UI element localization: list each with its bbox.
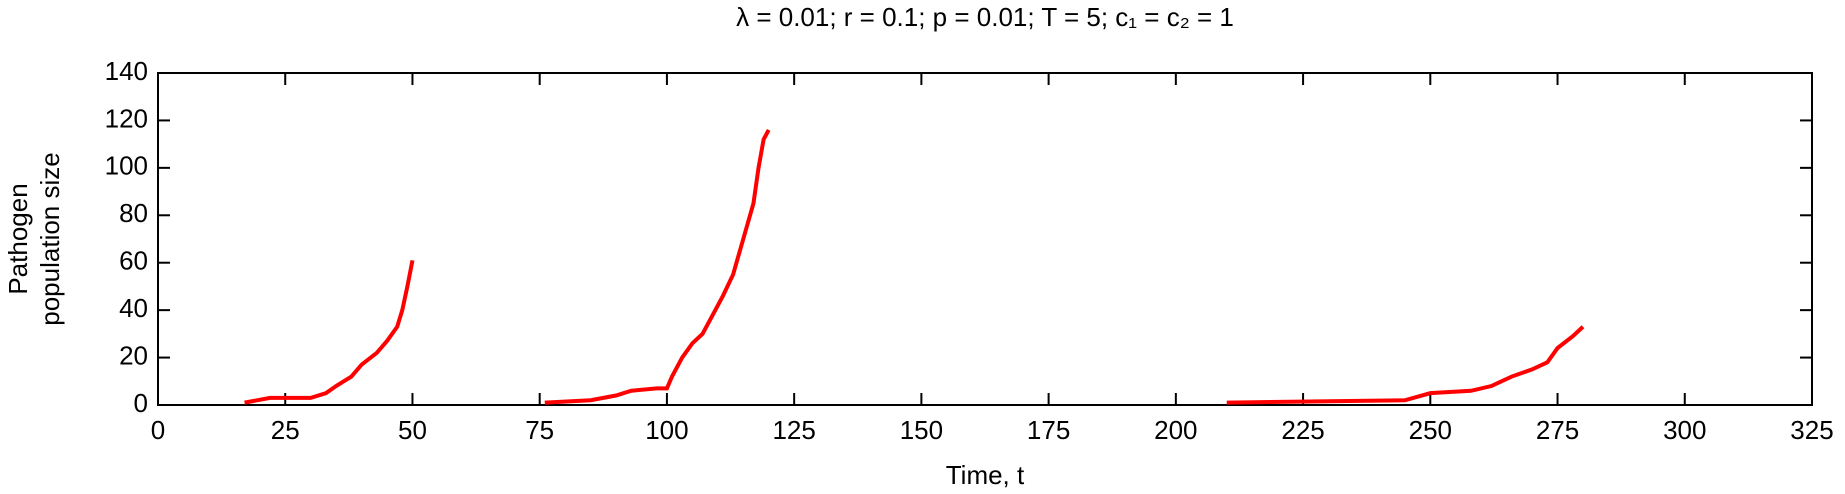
- x-tick-label: 325: [1790, 415, 1833, 445]
- x-tick-label: 25: [271, 415, 300, 445]
- y-tick-label: 60: [119, 246, 148, 276]
- x-tick-label: 225: [1281, 415, 1324, 445]
- x-tick-label: 75: [525, 415, 554, 445]
- y-axis-label: Pathogen: [3, 183, 33, 294]
- y-tick-label: 140: [105, 56, 148, 86]
- chart-title: λ = 0.01; r = 0.1; p = 0.01; T = 5; c₁ =…: [736, 2, 1234, 32]
- x-tick-label: 150: [900, 415, 943, 445]
- y-tick-label: 100: [105, 151, 148, 181]
- plot-frame: [157, 72, 1813, 406]
- x-tick-label: 300: [1663, 415, 1706, 445]
- x-tick-label: 250: [1409, 415, 1452, 445]
- x-tick-label: 0: [151, 415, 165, 445]
- y-tick-label: 120: [105, 103, 148, 133]
- y-axis-label: population size: [35, 152, 65, 325]
- x-tick-label: 100: [645, 415, 688, 445]
- y-tick-label: 20: [119, 340, 148, 370]
- x-axis-label: Time, t: [946, 460, 1025, 490]
- data-line: [244, 128, 1585, 405]
- x-tick-label: 200: [1154, 415, 1197, 445]
- y-tick-label: 0: [134, 388, 148, 418]
- x-tick-label: 175: [1027, 415, 1070, 445]
- x-tick-label: 50: [398, 415, 427, 445]
- x-tick-label: 275: [1536, 415, 1579, 445]
- y-tick-label: 80: [119, 198, 148, 228]
- x-tick-label: 125: [772, 415, 815, 445]
- y-tick-label: 40: [119, 293, 148, 323]
